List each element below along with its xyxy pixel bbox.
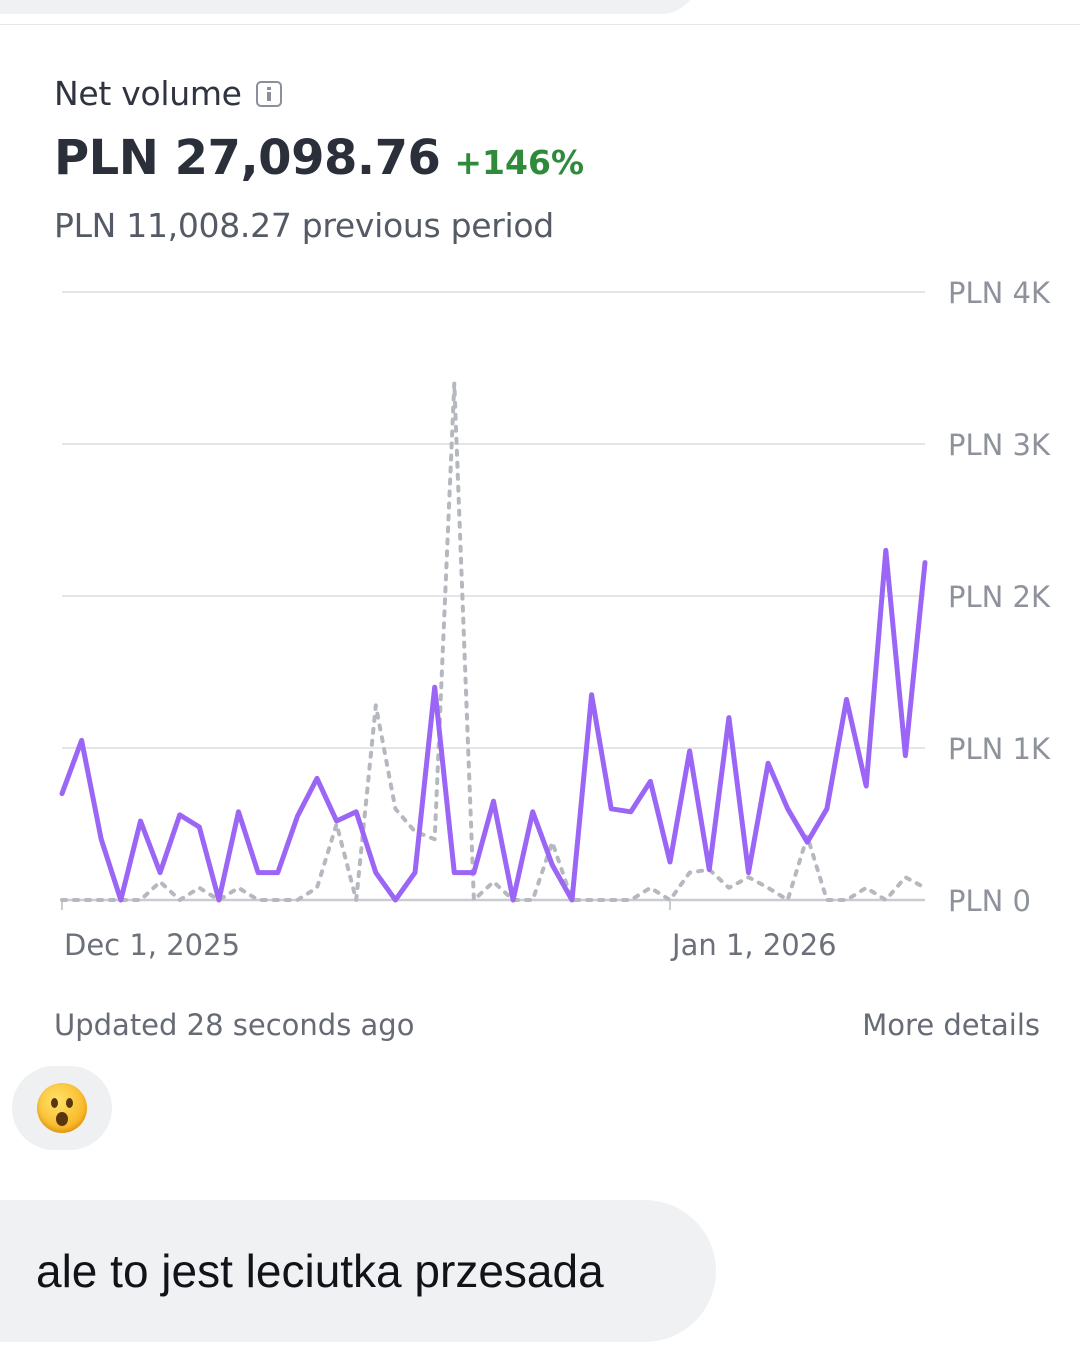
hushed-face-emoji: [37, 1083, 87, 1133]
previous-period-amount: PLN 11,008.27 previous period: [54, 206, 554, 245]
net-volume-chart: PLN 0 PLN 1K PLN 2K PLN 3K PLN 4K Dec 1, 2025…: [59, 276, 1051, 962]
y-tick-label: PLN 4K: [948, 276, 1051, 310]
more-details-link[interactable]: More details: [862, 1008, 1040, 1042]
net-volume-amount: PLN 27,098.76: [54, 130, 441, 186]
updated-timestamp: Updated 28 seconds ago: [54, 1008, 415, 1042]
previous-message-bubble: [0, 0, 700, 14]
reaction-bubble[interactable]: [12, 1066, 112, 1150]
card-title: Net volume: [54, 74, 242, 113]
card-header: Net volume: [54, 74, 282, 113]
x-tick-label: Dec 1, 2025: [64, 928, 240, 962]
message-bubble[interactable]: ale to jest leciutka przesada: [0, 1200, 716, 1342]
y-tick-label: PLN 0: [948, 884, 1031, 918]
y-tick-label: PLN 2K: [948, 580, 1051, 614]
y-tick-label: PLN 3K: [948, 428, 1051, 462]
change-percent: +146%: [454, 143, 585, 182]
x-tick-label: Jan 1, 2026: [670, 928, 837, 962]
current-period-line: [59, 547, 928, 903]
y-tick-label: PLN 1K: [948, 732, 1051, 766]
net-volume-card[interactable]: [0, 24, 1080, 1061]
amount-row: PLN 27,098.76 +146%: [54, 130, 584, 186]
message-text: ale to jest leciutka przesada: [36, 1245, 604, 1297]
info-icon[interactable]: [255, 80, 282, 107]
previous-period-line: [60, 381, 927, 902]
